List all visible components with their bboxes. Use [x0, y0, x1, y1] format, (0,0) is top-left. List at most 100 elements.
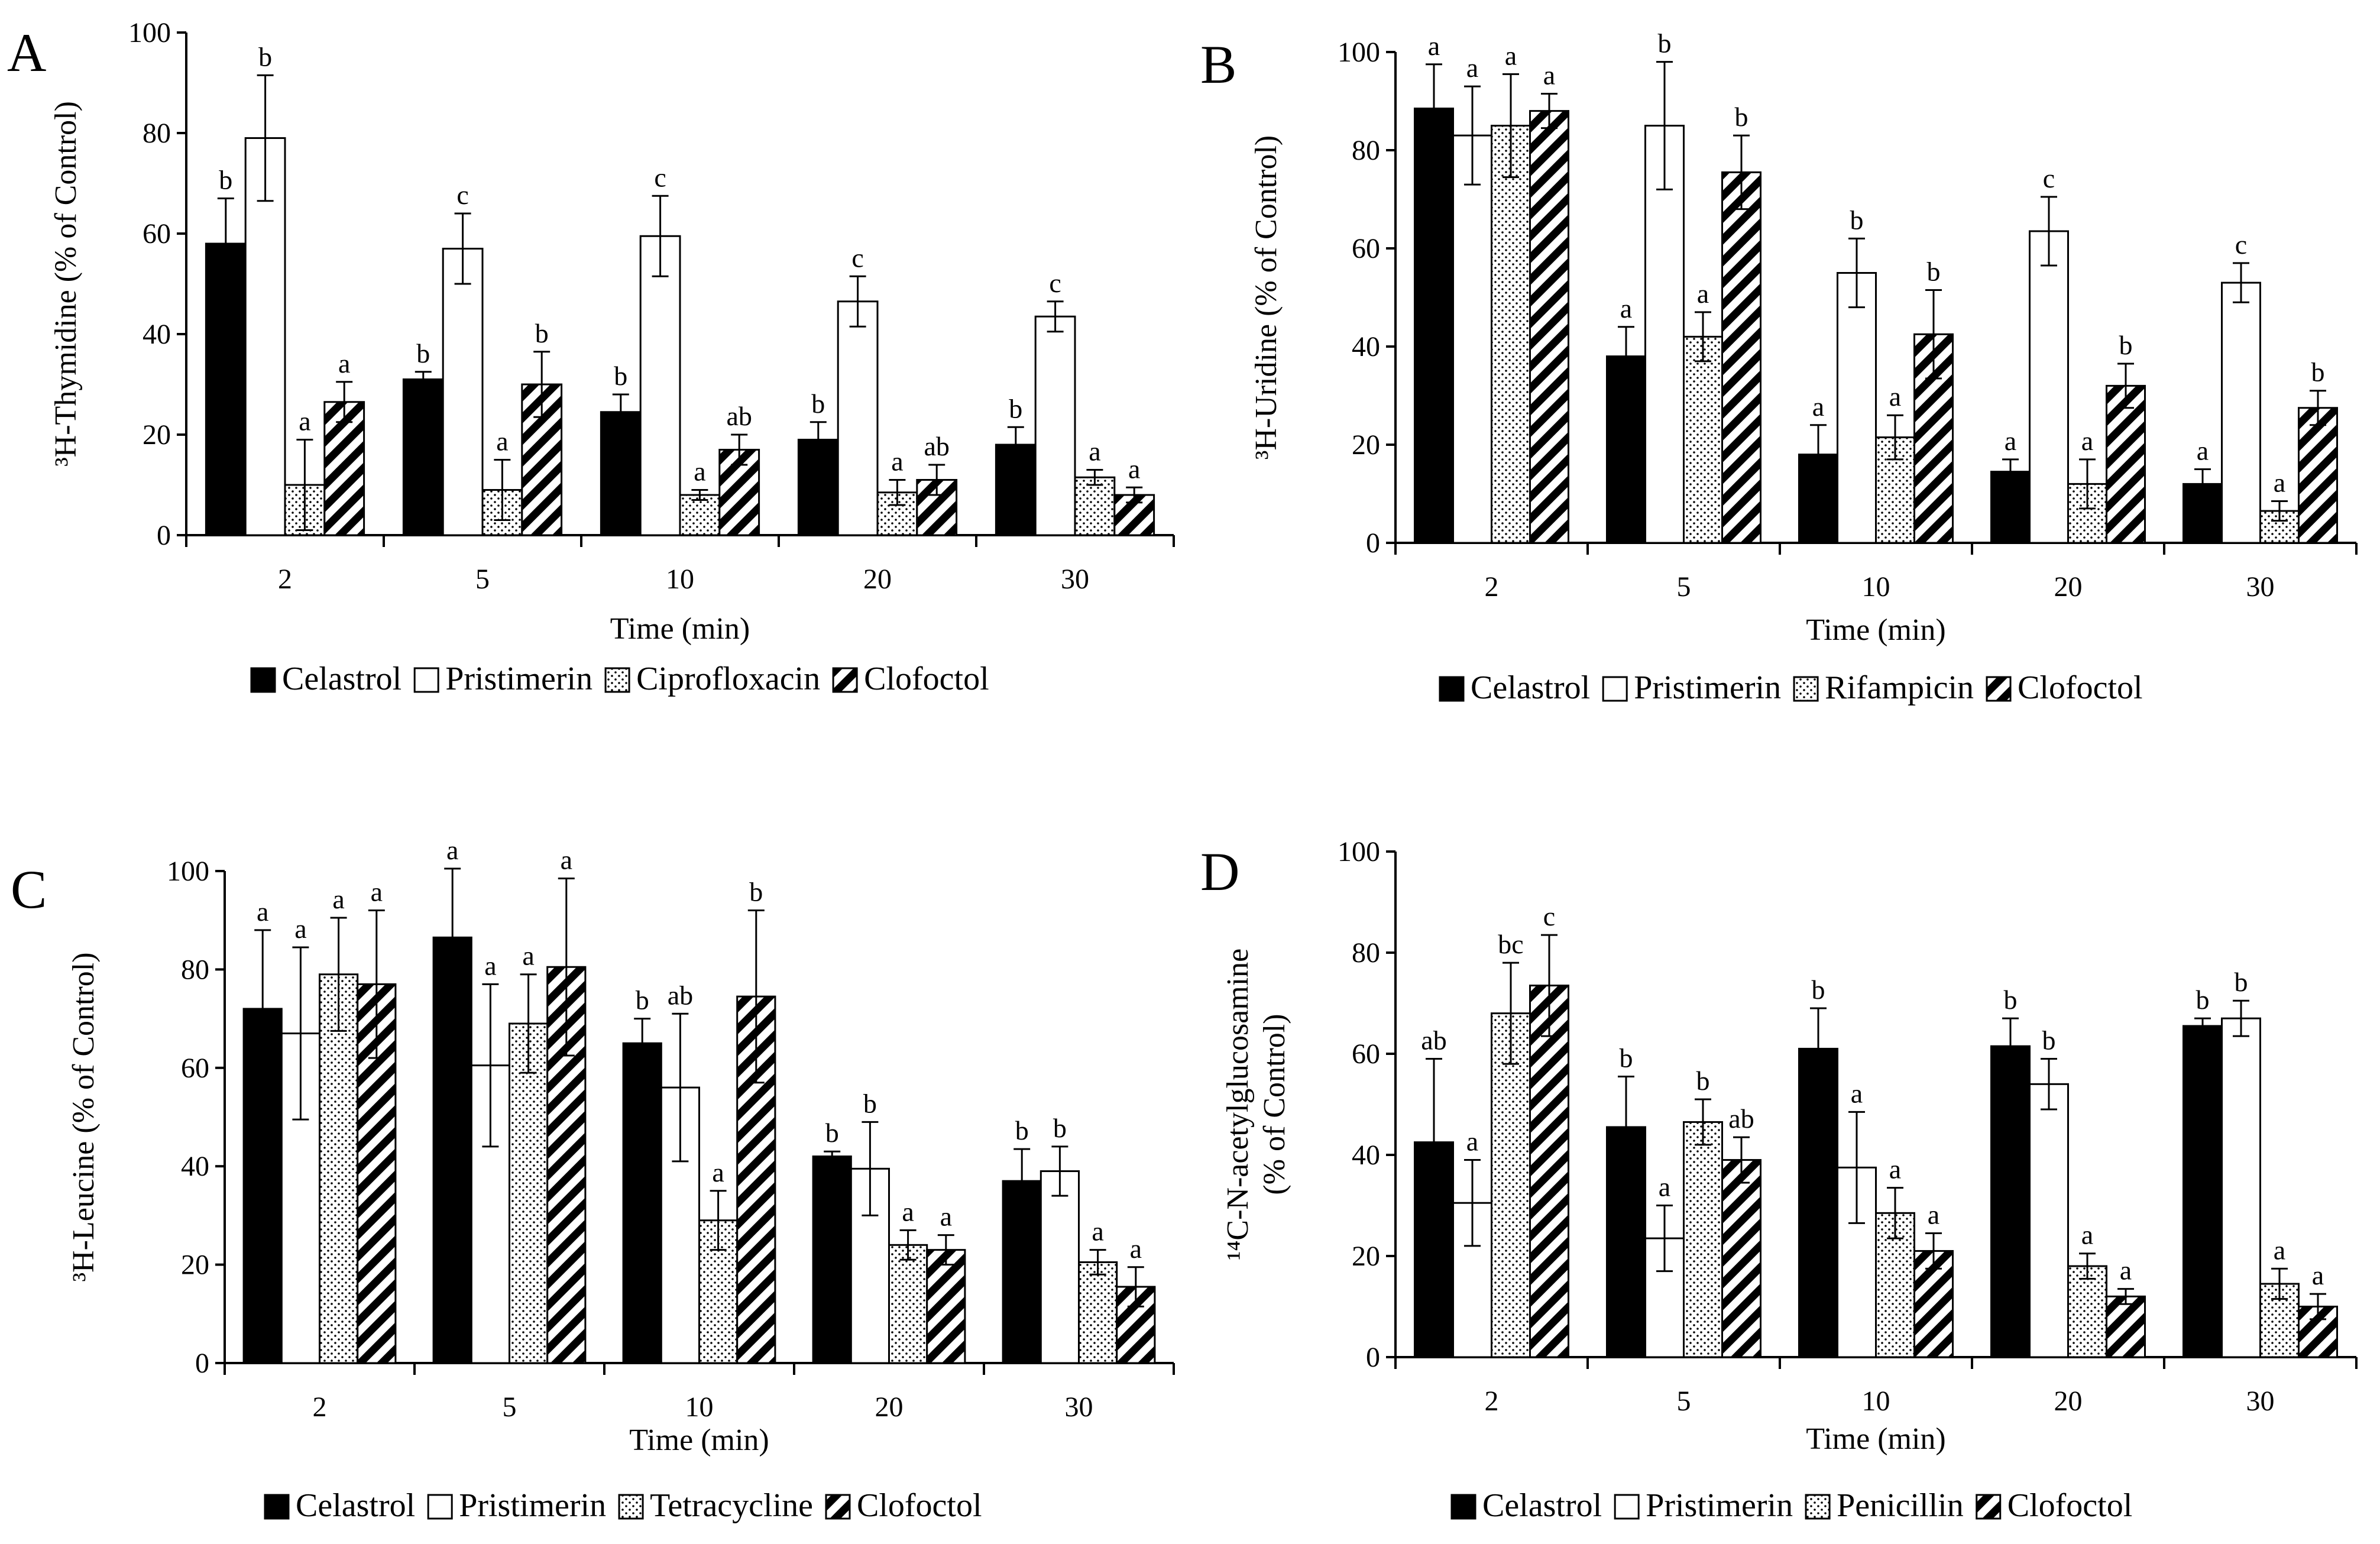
legend-label-celastrol: Celastrol	[1482, 1487, 1602, 1524]
significance-label: a	[1697, 279, 1709, 309]
significance-label: b	[1850, 205, 1864, 235]
y-tick-label: 40	[143, 319, 171, 350]
legend-swatch-pristimerin	[1614, 1494, 1640, 1520]
significance-label: b	[749, 877, 763, 907]
bar-pristimerin-t2	[244, 137, 286, 536]
bar-pristimerin-t30	[1034, 315, 1076, 536]
significance-label: a	[891, 446, 903, 477]
legend-label-ciprofloxacin: Ciprofloxacin	[636, 661, 820, 697]
significance-label: ab	[924, 431, 949, 461]
x-tick-label: 20	[863, 564, 892, 595]
significance-label: a	[446, 835, 458, 865]
significance-label: a	[1620, 293, 1632, 323]
y-tick-label: 60	[181, 1053, 209, 1084]
bar-tetracycline-t20	[888, 1244, 928, 1364]
legend-label-celastrol: Celastrol	[296, 1487, 415, 1524]
significance-label: a	[1466, 53, 1478, 83]
legend-label-pristimerin: Pristimerin	[1646, 1487, 1793, 1524]
panel-letter: D	[1200, 841, 1239, 902]
significance-label: b	[636, 985, 649, 1015]
y-tick-label: 0	[195, 1348, 209, 1379]
significance-label: b	[2235, 967, 2248, 997]
x-tick-label: 5	[503, 1391, 517, 1423]
legend-swatch-celastrol	[1439, 676, 1465, 702]
significance-label: a	[1092, 1216, 1103, 1247]
significance-label: c	[1543, 901, 1555, 931]
x-tick-label: 20	[2054, 571, 2083, 603]
significance-label: a	[1089, 436, 1100, 467]
significance-label: a	[294, 914, 306, 944]
y-tick-label: 100	[167, 856, 209, 887]
bar-tetracycline-t5	[509, 1022, 549, 1364]
legend-swatch-celastrol	[1450, 1494, 1476, 1520]
x-tick-label: 30	[2246, 571, 2275, 603]
y-axis-title: ³H-Thymidine (% of Control)	[49, 101, 83, 467]
significance-label: a	[902, 1196, 914, 1226]
significance-label: a	[332, 884, 344, 914]
bar-celastrol-t5	[1606, 355, 1646, 544]
bar-clofoctol-t2	[323, 401, 365, 536]
legend-swatch-clofoctol	[1986, 676, 2012, 702]
significance-label: b	[614, 361, 627, 391]
y-tick-label: 20	[1352, 1241, 1380, 1272]
y-tick-label: 20	[1352, 429, 1380, 461]
bar-tetracycline-t30	[1078, 1261, 1118, 1364]
y-tick-label: 100	[128, 17, 171, 48]
bar-celastrol-t10	[600, 411, 642, 536]
bar-pristimerin-t10	[1837, 272, 1877, 544]
legend-swatch-rifampicin	[1793, 676, 1819, 702]
bar-penicillin-t5	[1683, 1121, 1723, 1358]
significance-label: a	[1130, 1234, 1142, 1264]
significance-label: b	[416, 338, 430, 368]
legend-swatch-pristimerin	[427, 1494, 453, 1520]
bar-clofoctol-t2	[1529, 985, 1569, 1358]
significance-label: b	[2004, 985, 2018, 1015]
y-tick-label: 60	[143, 218, 171, 250]
significance-label: a	[1128, 454, 1140, 484]
legend-label-celastrol: Celastrol	[1471, 669, 1590, 706]
bar-pristimerin-t10	[639, 235, 681, 536]
bar-celastrol-t20	[812, 1155, 852, 1364]
panel-letter: A	[7, 22, 46, 83]
y-tick-label: 100	[1338, 37, 1380, 68]
legend-swatch-clofoctol	[832, 667, 858, 693]
bar-clofoctol-t20	[926, 1249, 966, 1364]
bar-tetracycline-t2	[319, 973, 359, 1364]
legend-label-tetracycline: Tetracycline	[650, 1487, 813, 1524]
legend-swatch-tetracycline	[618, 1494, 644, 1520]
legend-label-pristimerin: Pristimerin	[459, 1487, 606, 1524]
significance-label: bc	[1498, 929, 1523, 959]
bar-celastrol-t10	[622, 1042, 662, 1364]
significance-label: b	[1009, 393, 1022, 423]
x-tick-label: 30	[1061, 564, 1089, 595]
legend-swatch-penicillin	[1805, 1494, 1831, 1520]
bar-penicillin-t2	[1491, 1012, 1531, 1358]
significance-label: ab	[726, 401, 752, 431]
significance-label: a	[2197, 436, 2209, 466]
significance-label: a	[257, 896, 268, 927]
significance-label: a	[2312, 1260, 2324, 1290]
x-axis-title: Time (min)	[629, 1423, 769, 1457]
x-tick-label: 2	[1485, 1386, 1499, 1417]
bar-rifampicin-t5	[1683, 335, 1723, 544]
x-tick-label: 20	[2054, 1386, 2083, 1417]
significance-label: a	[1889, 1154, 1901, 1184]
significance-label: a	[561, 844, 572, 875]
y-tick-label: 40	[1352, 331, 1380, 362]
significance-label: b	[1696, 1066, 1710, 1096]
significance-label: b	[535, 318, 549, 348]
significance-label: a	[338, 348, 350, 378]
y-axis-title: ³H-Uridine (% of Control)	[1249, 135, 1283, 459]
bar-pristimerin-t30	[1040, 1170, 1080, 1364]
bar-clofoctol-t30	[2298, 407, 2338, 544]
x-tick-label: 20	[875, 1391, 904, 1423]
panel-letter: C	[11, 859, 47, 920]
bar-pristimerin-t30	[2221, 281, 2261, 544]
x-tick-label: 2	[313, 1391, 327, 1423]
x-tick-label: 2	[1485, 571, 1499, 603]
y-tick-label: 60	[1352, 233, 1380, 264]
panel-letter: B	[1200, 34, 1236, 95]
x-tick-label: 5	[475, 564, 490, 595]
